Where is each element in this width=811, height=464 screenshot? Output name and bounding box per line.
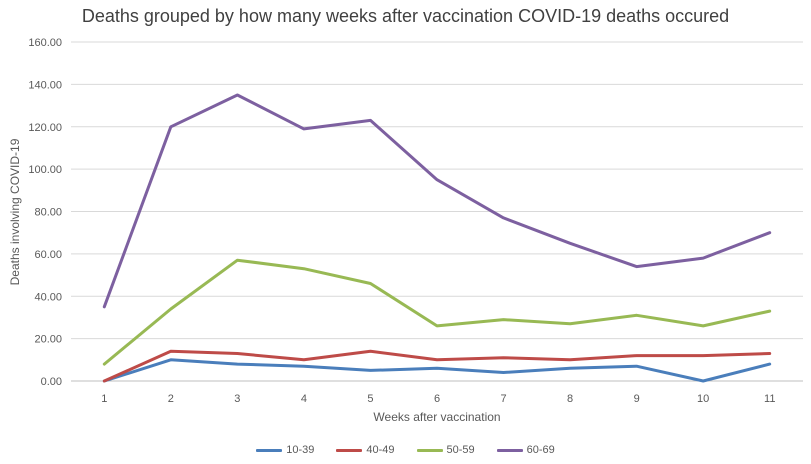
x-tick-label: 5 (367, 393, 373, 405)
series-line-40-49 (102, 349, 772, 383)
y-tick-label: 120.00 (28, 122, 62, 134)
series-line-10-39 (102, 358, 772, 383)
legend-swatch (416, 448, 443, 452)
line-chart: 0.00 20.00 40.00 60.00 80.00 100.00 120.00 140.… (8, 37, 803, 424)
y-tick-label: 160.00 (28, 37, 62, 49)
legend-item: 60-69 (496, 444, 555, 456)
legend-swatch (496, 448, 523, 452)
y-tick-label: 140.00 (28, 79, 62, 91)
legend-item: 40-49 (336, 444, 395, 456)
y-tick-label: 20.00 (34, 334, 62, 346)
series-line-50-59 (102, 258, 772, 366)
x-tick-label: 2 (168, 393, 174, 405)
x-axis-title: Weeks after vaccination (373, 410, 500, 424)
series-lines (102, 93, 772, 383)
x-tick-label: 8 (567, 393, 573, 405)
legend-swatch (256, 448, 283, 452)
legend-label: 10-39 (286, 444, 315, 456)
legend-label: 60-69 (526, 444, 555, 456)
x-tick-label: 9 (634, 393, 640, 405)
legend-swatch (336, 448, 363, 452)
legend: 10-39 40-49 50-59 60-69 (0, 444, 811, 456)
x-tick-label: 6 (434, 393, 440, 405)
x-tick-label: 1 (101, 393, 107, 405)
x-tick-label: 10 (697, 393, 709, 405)
legend-item: 10-39 (256, 444, 314, 456)
legend-item: 50-59 (416, 444, 475, 456)
y-tick-label: 100.00 (28, 164, 62, 176)
y-tick-label: 40.00 (34, 291, 62, 303)
axes: 0.00 20.00 40.00 60.00 80.00 100.00 120.00 140.… (28, 37, 803, 405)
y-axis-title: Deaths involving COVID-19 (8, 138, 22, 285)
gridlines (71, 41, 803, 340)
legend-label: 40-49 (366, 444, 395, 456)
y-tick-label: 0.00 (41, 376, 62, 388)
series-line-60-69 (102, 93, 772, 309)
y-tick-label: 60.00 (34, 249, 62, 261)
x-tick-label: 4 (301, 393, 307, 405)
x-tick-label: 11 (764, 393, 775, 405)
legend-label: 50-59 (446, 444, 475, 456)
x-tick-label: 7 (500, 393, 506, 405)
y-tick-label: 80.00 (34, 207, 62, 219)
x-tick-label: 3 (234, 393, 240, 405)
chart-title: Deaths grouped by how many weeks after v… (81, 6, 730, 26)
